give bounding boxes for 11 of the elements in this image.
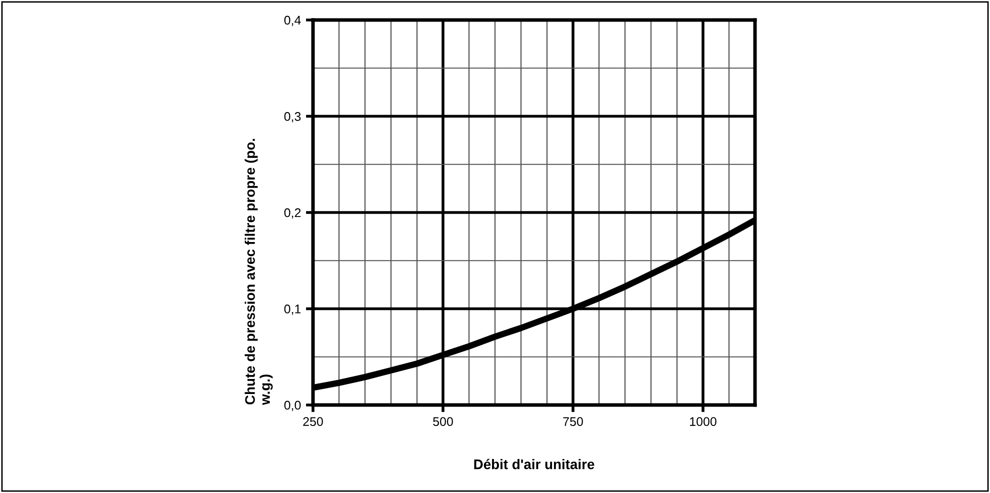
y-tick-label: 0,1 xyxy=(284,304,301,315)
x-tick-label: 750 xyxy=(563,417,583,426)
x-tick-label: 1000 xyxy=(690,417,716,426)
x-tick-label: 250 xyxy=(303,417,323,426)
y-tick-label: 0,2 xyxy=(284,208,301,219)
y-tick-label: 0,4 xyxy=(284,16,301,26)
x-axis-title: Débit d'air unitaire xyxy=(474,458,594,470)
x-tick-label: 500 xyxy=(433,417,453,426)
y-tick-label: 0,0 xyxy=(284,400,301,412)
y-tick-label: 0,3 xyxy=(284,112,301,122)
y-axis-title: Chute de pression avec filtre propre (po. w.g.) xyxy=(244,138,273,406)
